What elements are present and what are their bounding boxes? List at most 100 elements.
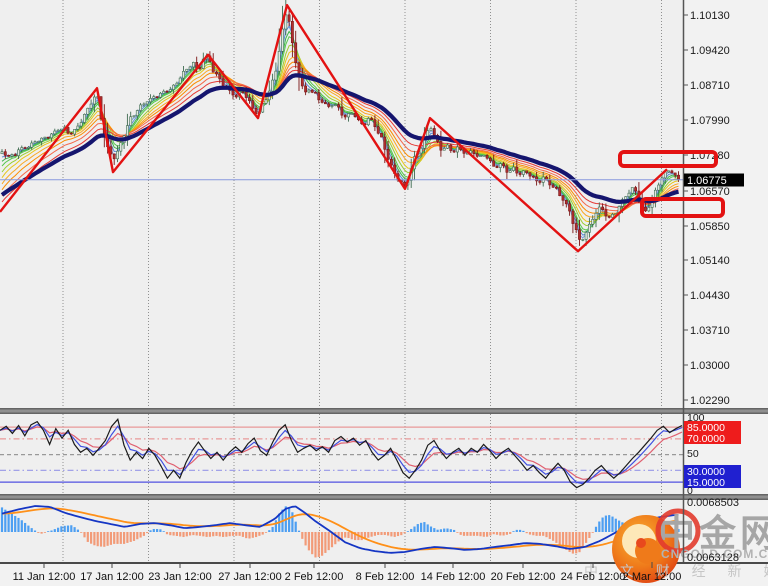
candle-body	[323, 102, 327, 105]
macd-histogram-bar	[0, 507, 4, 532]
candle-body	[660, 177, 664, 186]
candle-body	[10, 154, 14, 157]
candle-body	[492, 160, 496, 167]
candle-body	[20, 147, 24, 151]
watermark-ring-icon	[655, 508, 701, 554]
macd-histogram-bar	[525, 532, 528, 534]
macd-histogram-bar	[436, 529, 439, 532]
macd-min-label: 0.0063128	[687, 552, 739, 564]
macd-histogram-bar	[476, 532, 479, 536]
macd-histogram-bar	[548, 532, 551, 539]
candle-body	[145, 101, 149, 105]
candle-body	[485, 155, 489, 159]
main-price-panel[interactable]	[0, 0, 683, 253]
resistance-rect-upper[interactable]	[618, 150, 718, 168]
candle-body	[554, 187, 558, 189]
macd-histogram-bar	[429, 526, 433, 532]
candle-body	[218, 73, 222, 80]
macd-histogram-bar	[212, 532, 215, 537]
candle-body	[155, 96, 159, 98]
macd-histogram-bar	[383, 532, 386, 535]
price-tick-label: 1.02290	[690, 395, 730, 407]
macd-histogram-bar	[542, 532, 545, 536]
macd-histogram-bar	[495, 532, 499, 535]
candle-body	[442, 148, 446, 151]
candle-body	[601, 206, 605, 211]
candle-body	[525, 170, 529, 174]
candle-body	[670, 170, 674, 174]
candle-body	[571, 210, 575, 224]
candle-body	[630, 187, 634, 194]
candle-body	[482, 155, 486, 157]
candle-body	[159, 92, 162, 98]
macd-histogram-bar	[601, 517, 604, 532]
candle-body	[584, 232, 588, 240]
macd-histogram-bar	[456, 532, 459, 533]
stoch-main-line	[0, 418, 683, 489]
macd-histogram-bar	[152, 529, 155, 532]
macd-histogram-bar	[103, 532, 106, 547]
macd-histogram-bar	[24, 522, 27, 532]
candle-body	[192, 62, 195, 68]
macd-histogram-bar	[585, 532, 588, 543]
macd-histogram-bar	[264, 532, 268, 533]
price-tick-label: 1.03000	[690, 360, 730, 372]
macd-histogram-bar	[255, 532, 258, 538]
candle-body	[46, 136, 50, 139]
candle-body	[488, 157, 492, 162]
candle-body	[162, 90, 166, 94]
candle-body	[165, 90, 169, 93]
candle-body	[59, 128, 63, 131]
candle-body	[139, 104, 143, 111]
time-tick-label: 17 Jan 12:00	[80, 571, 144, 583]
macd-histogram-bar	[76, 529, 79, 532]
candle-body	[429, 128, 433, 132]
macd-histogram-bar	[96, 532, 99, 547]
candle-body	[30, 142, 34, 148]
macd-histogram-bar	[433, 528, 436, 532]
candle-body	[244, 91, 248, 98]
candle-body	[69, 132, 73, 135]
price-axis-background	[683, 0, 768, 586]
time-axis[interactable]: 11 Jan 12:00 17 Jan 12:00 23 Jan 12:00 27 J…	[13, 562, 682, 583]
candle-body	[126, 125, 129, 137]
candle-body	[327, 103, 331, 107]
candle-body	[36, 141, 40, 143]
macd-histogram-bar	[245, 532, 248, 539]
macd-histogram-bar	[370, 532, 373, 537]
macd-histogram-bar	[73, 527, 76, 532]
macd-histogram-bar	[156, 529, 159, 532]
stochastic-panel[interactable]	[0, 418, 683, 489]
macd-histogram-bar	[608, 515, 611, 532]
candle-body	[43, 136, 47, 139]
macd-histogram-bar	[558, 532, 561, 545]
macd-histogram-bar	[60, 526, 63, 532]
candle-body	[673, 172, 677, 176]
candle-body	[168, 89, 172, 92]
candle-body	[432, 128, 436, 136]
support-rect-lower[interactable]	[640, 197, 725, 218]
candle-body	[627, 192, 631, 197]
macd-histogram-bar	[126, 532, 129, 543]
macd-histogram-bar	[222, 532, 225, 537]
candle-body	[677, 174, 680, 180]
macd-histogram-bar	[123, 532, 126, 544]
zigzag	[0, 3, 668, 253]
level-label-box	[684, 465, 741, 477]
time-tick-label: 2 Mar 12:00	[623, 571, 682, 583]
macd-histogram-bar	[70, 525, 73, 532]
macd-histogram-bar	[604, 515, 607, 532]
price-tick-label: 1.09420	[690, 45, 730, 57]
panel-separator[interactable]	[0, 494, 768, 500]
macd-histogram-bar	[162, 531, 165, 532]
macd-histogram-bar	[116, 532, 119, 544]
candle-body	[314, 91, 317, 94]
macd-histogram-bar	[10, 513, 13, 532]
candle-body	[241, 91, 245, 93]
level-label-box	[684, 432, 741, 444]
panel-separator[interactable]	[0, 408, 768, 414]
candle-body	[528, 172, 532, 177]
candle-body	[221, 78, 225, 87]
macd-histogram-bar	[307, 532, 310, 551]
